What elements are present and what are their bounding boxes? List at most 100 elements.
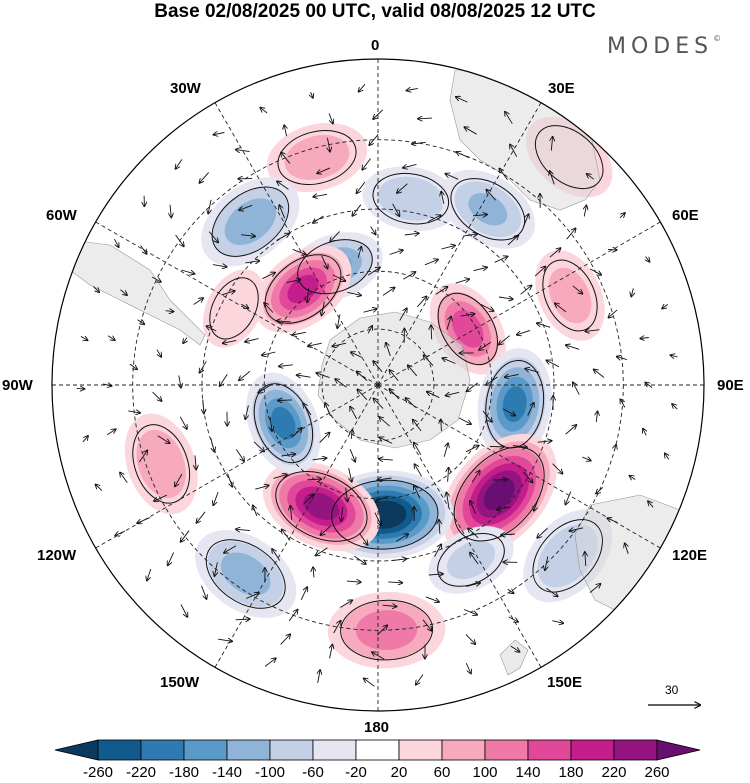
anomaly-neg-near-30e [440, 169, 536, 249]
wind-vector [359, 532, 367, 545]
wind-vector [407, 88, 418, 90]
wind-vector [671, 355, 678, 357]
wind-vector [373, 109, 384, 119]
meridian-line [377, 102, 542, 386]
colorbar-label: 140 [515, 764, 541, 781]
wind-vector [508, 616, 518, 622]
wind-vector [443, 443, 448, 457]
wind-vector [82, 436, 88, 443]
anomaly-neg-tasman [428, 526, 514, 594]
wind-vector [235, 619, 250, 620]
wind-vector [555, 303, 567, 313]
wind-vector [589, 584, 601, 593]
wind-vector [357, 371, 368, 381]
contour-line [275, 471, 368, 542]
wind-vector [195, 455, 196, 469]
brand-text: MODES [607, 34, 714, 59]
wind-vector [523, 471, 532, 483]
wind-vector [374, 399, 384, 409]
wind-vector [404, 233, 419, 235]
wind-vector [434, 544, 442, 557]
colorbar-swatch [355, 739, 400, 761]
wind-vector [321, 255, 328, 269]
anomaly-pos-eastpacific [124, 413, 198, 515]
contour-line [453, 446, 545, 542]
colorbar-label: 260 [644, 764, 670, 781]
wind-vector [498, 297, 513, 299]
wind-vector [596, 411, 597, 423]
wind-vector [311, 92, 313, 98]
wind-vector [181, 269, 194, 274]
brand-logo: MODES© [607, 34, 721, 59]
colorbar-swatch [613, 739, 658, 761]
wind-vector [446, 391, 460, 395]
wind-vector [585, 552, 586, 567]
wind-vector [151, 276, 161, 282]
wind-vector [278, 400, 293, 401]
wind-vector [448, 468, 449, 482]
wind-vector [502, 408, 515, 416]
wind-vector [279, 365, 293, 367]
wind-vector [552, 621, 563, 624]
colorbar-label: -140 [211, 764, 243, 781]
wind-vector [165, 311, 174, 312]
wind-vector [318, 670, 320, 684]
anomaly-pos-southatlantic-north [266, 122, 368, 193]
wind-vector [471, 471, 480, 483]
wind-vector [102, 384, 112, 386]
wind-vector [587, 174, 594, 180]
wind-vector [510, 645, 520, 652]
wind-vector [470, 553, 479, 565]
wind-vector [465, 446, 479, 453]
graticule [52, 59, 704, 711]
wind-vector [316, 547, 328, 556]
wind-vector [340, 600, 352, 608]
wind-vector [212, 265, 227, 267]
wind-vector [213, 491, 219, 505]
wind-vector [157, 435, 170, 443]
wind-vector [390, 370, 399, 382]
wind-vector [260, 108, 268, 114]
anomaly-level [502, 386, 527, 423]
wind-vector [262, 273, 275, 280]
wind-vector [313, 194, 328, 197]
wind-vector [328, 113, 333, 123]
wind-vector [183, 337, 187, 344]
wind-vector [236, 150, 250, 152]
wind-vector [640, 338, 649, 339]
wind-vector [607, 518, 618, 523]
wind-vector [379, 459, 393, 460]
wind-vector [494, 256, 508, 263]
meridian-line [377, 384, 661, 549]
wind-vector [552, 463, 563, 474]
wind-vector [388, 582, 402, 583]
colorbar-label: -60 [302, 764, 324, 781]
anomaly-level [220, 552, 271, 596]
colorbar-swatch [570, 739, 615, 761]
map-boundary [51, 58, 705, 712]
wind-vector [406, 398, 417, 408]
wind-vector [455, 279, 469, 284]
wind-vector [208, 231, 218, 243]
colorbar-label: 60 [433, 764, 451, 781]
wind-vector [584, 206, 586, 217]
colorbar-swatch [441, 739, 486, 761]
wind-vector [566, 345, 580, 350]
wind-vector [646, 256, 650, 262]
anomaly-level [284, 135, 350, 180]
wind-vector [279, 205, 286, 219]
wind-vector [607, 249, 617, 250]
wind-vector [330, 645, 333, 659]
wind-vector [431, 325, 432, 340]
wind-vector [382, 605, 397, 606]
wind-vector [362, 158, 371, 170]
wind-vector [527, 403, 534, 416]
wind-vector [382, 288, 395, 296]
wind-vector [507, 589, 514, 593]
wind-vector [427, 215, 441, 222]
wind-vector [347, 292, 361, 295]
wind-vector [241, 304, 248, 308]
wind-vector [176, 159, 183, 168]
wind-vector [480, 304, 493, 312]
colorbar-label: -180 [168, 764, 200, 781]
